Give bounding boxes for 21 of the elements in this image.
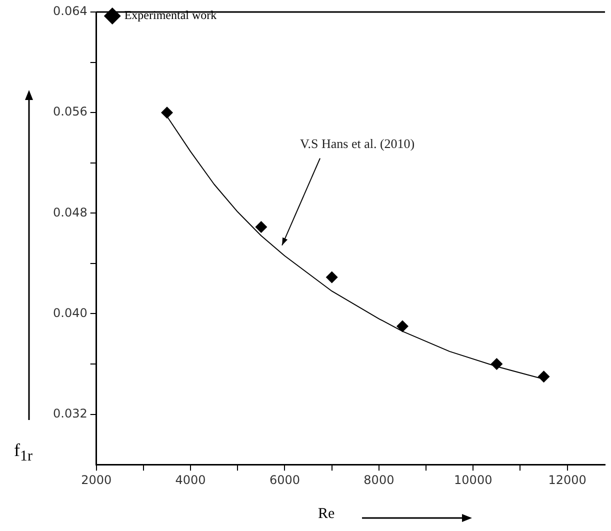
x-axis-title: Re bbox=[318, 506, 335, 523]
y-axis-title: f$_{1r}$ bbox=[14, 440, 32, 466]
x-tick-label: 12000 bbox=[548, 472, 586, 487]
x-tick-label: 6000 bbox=[269, 472, 300, 487]
point bbox=[326, 271, 338, 284]
y-tick-label: 0.032 bbox=[52, 406, 88, 420]
point bbox=[161, 106, 173, 119]
y-tick-label: 0.056 bbox=[52, 104, 88, 119]
point bbox=[255, 220, 268, 233]
x-tick-label: 10000 bbox=[454, 472, 492, 487]
point bbox=[538, 370, 550, 383]
point bbox=[490, 358, 503, 370]
annotation: V.S Hans et al. (2010) bbox=[300, 136, 415, 152]
text: 0.040 bbox=[52, 306, 88, 320]
legend-label: Experimental work bbox=[124, 8, 217, 22]
y-tick-label: 0.064 bbox=[52, 4, 88, 18]
x-tick-label: 4000 bbox=[175, 472, 206, 487]
x-tick-label: 2000 bbox=[81, 472, 112, 487]
point bbox=[396, 320, 408, 332]
x-tick-label: 8000 bbox=[364, 472, 394, 487]
y-tick-label: 0.048 bbox=[52, 205, 88, 220]
